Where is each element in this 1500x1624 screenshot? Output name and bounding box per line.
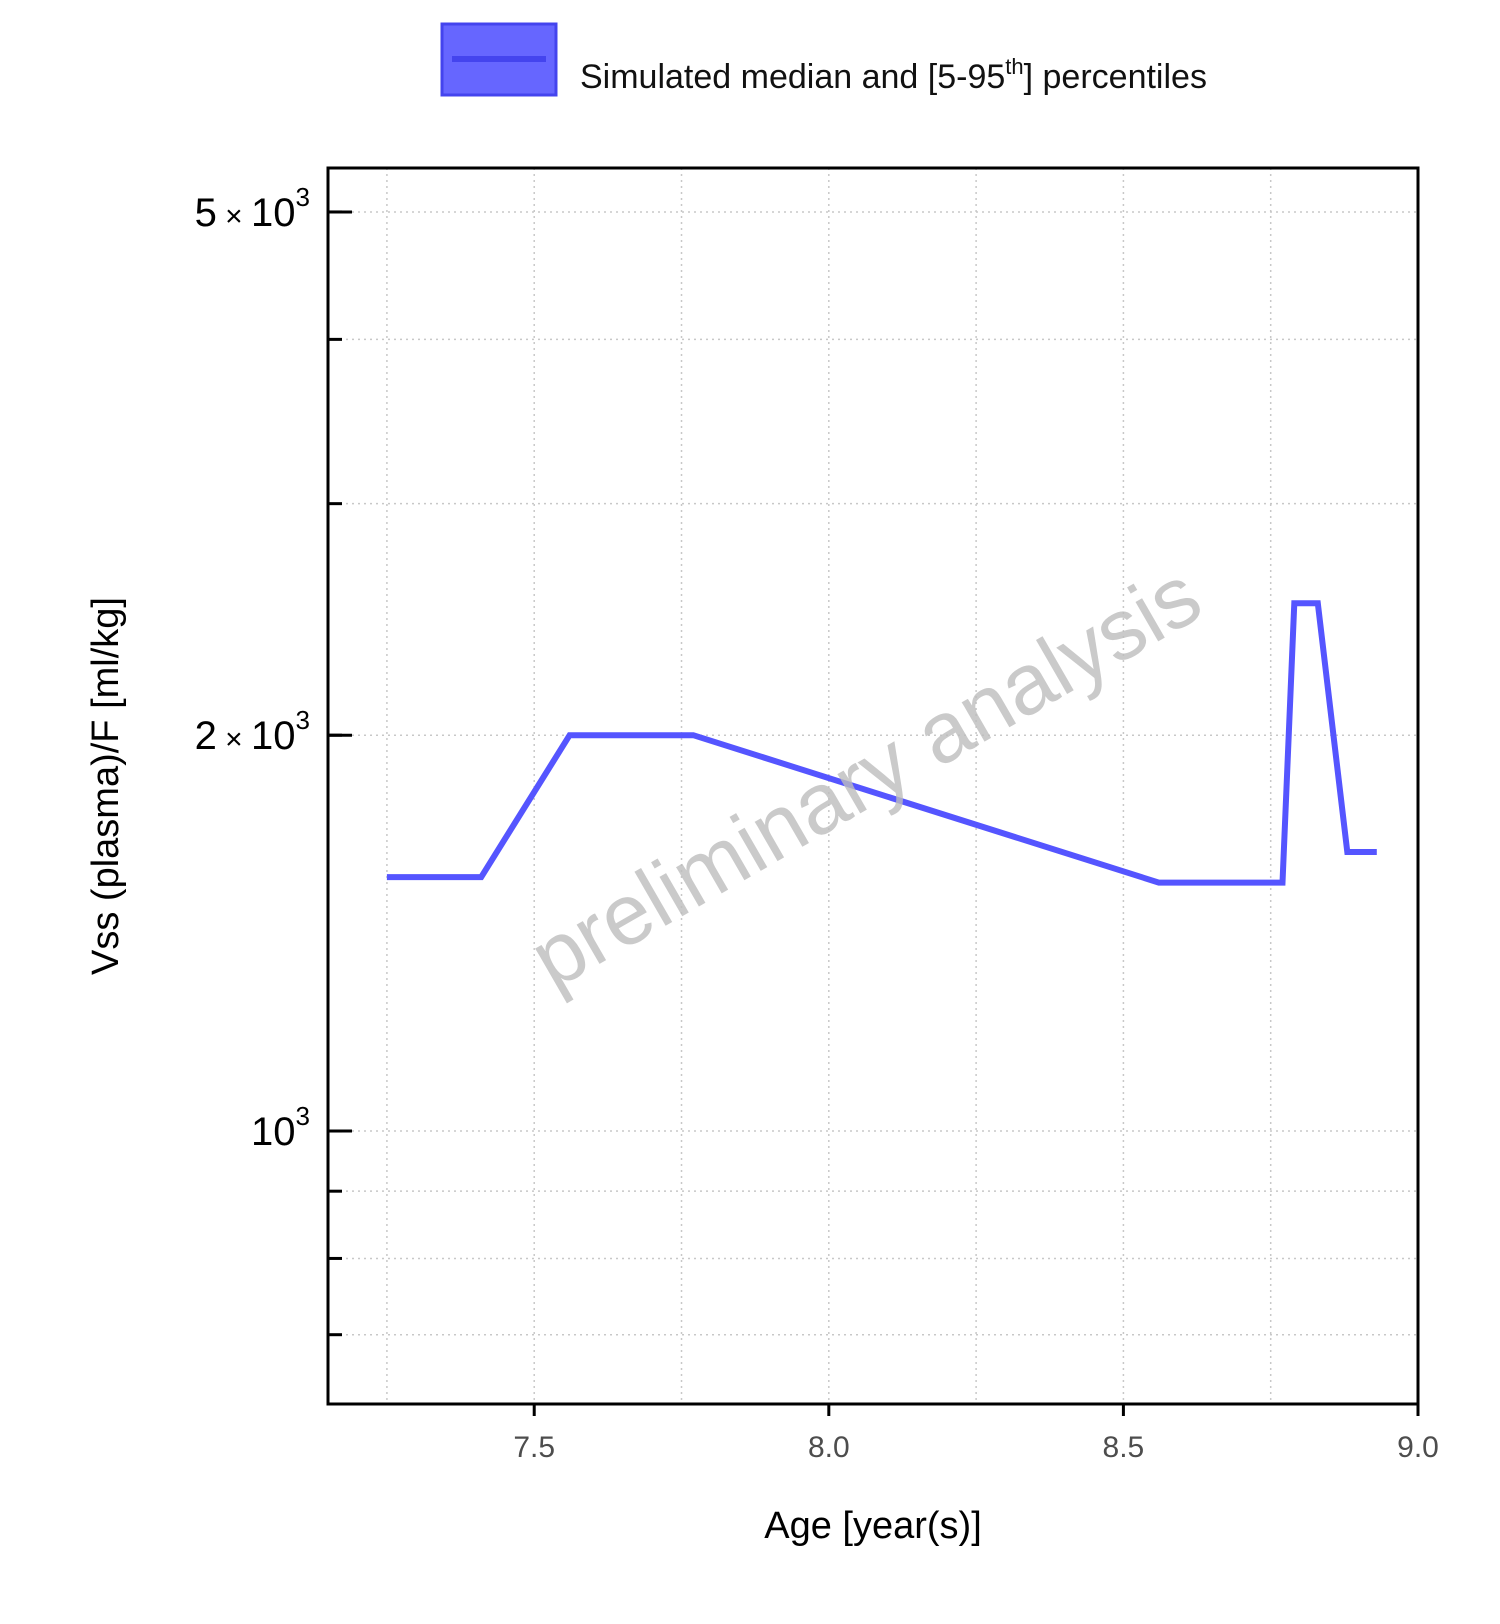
y-axis-title: Vss (plasma)/F [ml/kg] bbox=[85, 597, 127, 975]
legend-label-sup: th bbox=[1005, 54, 1023, 79]
x-tick-label: 7.5 bbox=[513, 1431, 555, 1464]
x-axis: 7.5 8.0 8.5 9.0 bbox=[513, 1404, 1439, 1464]
watermark-text: preliminary analysis bbox=[515, 547, 1217, 1008]
legend-label-main: Simulated median and [5-95 bbox=[580, 58, 1005, 96]
x-tick-label: 9.0 bbox=[1397, 1431, 1439, 1464]
series-layer bbox=[386, 600, 1377, 886]
y-axis: 5 × 103 2 × 103 103 bbox=[195, 182, 352, 1337]
legend-label-end: ] percentiles bbox=[1024, 58, 1207, 96]
legend-label: Simulated median and [5-95th] percentile… bbox=[580, 54, 1207, 96]
plot-border bbox=[326, 166, 1420, 1406]
y-tick-label: 103 bbox=[251, 1101, 310, 1154]
y-tick-label: 2 × 103 bbox=[195, 705, 310, 758]
x-axis-title: Age [year(s)] bbox=[764, 1505, 982, 1547]
x-tick-label: 8.0 bbox=[808, 1431, 850, 1464]
x-tick-label: 8.5 bbox=[1103, 1431, 1145, 1464]
y-tick-label: 5 × 103 bbox=[195, 182, 310, 235]
legend: Simulated median and [5-95th] percentile… bbox=[440, 22, 1207, 97]
series-line bbox=[386, 600, 1377, 886]
